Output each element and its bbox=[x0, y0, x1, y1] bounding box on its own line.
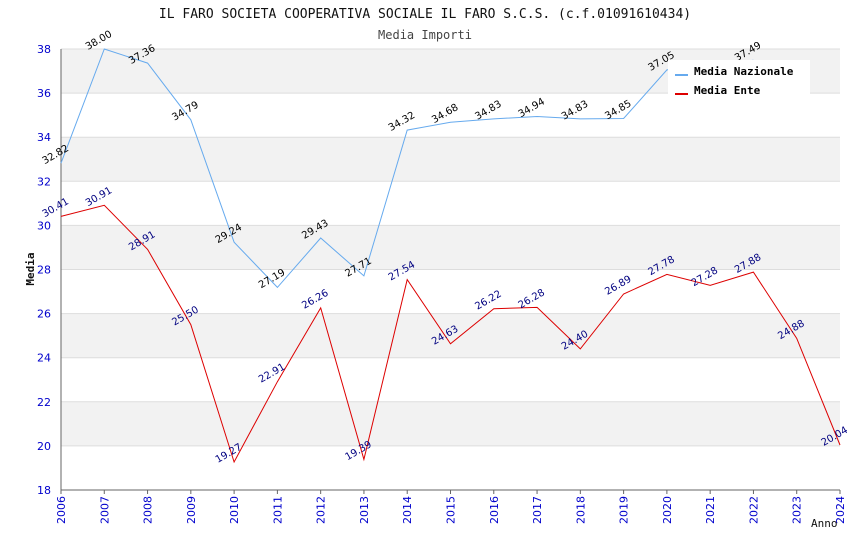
ente-data-label: 30.41 bbox=[41, 196, 71, 220]
x-tick-label: 2023 bbox=[791, 496, 804, 524]
band bbox=[61, 225, 840, 270]
x-tick-label: 2019 bbox=[618, 496, 631, 524]
ente-data-label: 26.26 bbox=[300, 288, 330, 312]
band bbox=[61, 137, 840, 182]
x-tick-label: 2024 bbox=[834, 496, 847, 524]
series-line-media-ente bbox=[60, 204, 841, 464]
y-tick-label: 34 bbox=[37, 131, 51, 144]
gridlines bbox=[61, 48, 840, 491]
x-tick-label: 2022 bbox=[747, 496, 760, 524]
ente-data-label: 30.91 bbox=[84, 185, 114, 209]
x-tick-label: 2020 bbox=[661, 496, 674, 524]
legend-box bbox=[668, 60, 810, 96]
legend: Media Nazionale Media Ente bbox=[668, 60, 810, 97]
x-tick-label: 2018 bbox=[574, 496, 587, 524]
y-tick-label: 38 bbox=[37, 43, 51, 56]
nazionale-data-label: 34.32 bbox=[387, 110, 417, 134]
ente-data-label: 26.89 bbox=[603, 274, 633, 298]
y-tick-label: 22 bbox=[37, 396, 51, 409]
x-tick-label: 2007 bbox=[98, 496, 111, 524]
x-tick-label: 2021 bbox=[704, 496, 717, 524]
y-tick-label: 20 bbox=[37, 440, 51, 453]
legend-label: Media Ente bbox=[694, 84, 761, 97]
background-bands bbox=[61, 49, 840, 446]
x-tick-label: 2014 bbox=[401, 496, 414, 524]
series-line-media-nazionale bbox=[60, 48, 754, 289]
ente-data-label: 22.91 bbox=[257, 362, 287, 386]
x-tick-label: 2016 bbox=[488, 496, 501, 524]
band bbox=[61, 401, 840, 446]
x-tick-label: 2010 bbox=[228, 496, 241, 524]
y-tick-label: 24 bbox=[37, 352, 51, 365]
y-tick-labels: 18 20 22 24 26 28 30 32 34 36 38 bbox=[37, 43, 51, 497]
y-tick-label: 26 bbox=[37, 308, 51, 321]
x-tick-label: 2006 bbox=[55, 496, 68, 524]
x-tick-label: 2008 bbox=[142, 496, 155, 524]
y-tick-label: 30 bbox=[37, 219, 51, 232]
y-tick-label: 32 bbox=[37, 175, 51, 188]
legend-label: Media Nazionale bbox=[694, 65, 794, 78]
chart-title: IL FARO SOCIETA COOPERATIVA SOCIALE IL F… bbox=[159, 7, 691, 22]
x-axis-label: Anno bbox=[811, 517, 838, 530]
x-tick-label: 2012 bbox=[315, 496, 328, 524]
y-tick-label: 18 bbox=[37, 484, 51, 497]
x-tick-labels: 2006 2007 2008 2009 2010 2011 2012 2013 2014 2015… bbox=[55, 496, 847, 524]
x-tick-label: 2011 bbox=[271, 496, 284, 524]
axes bbox=[60, 49, 841, 494]
x-tick-label: 2009 bbox=[185, 496, 198, 524]
nazionale-data-label: 34.79 bbox=[170, 100, 200, 124]
band bbox=[61, 313, 840, 358]
series-lines bbox=[60, 48, 841, 464]
nazionale-data-label: 34.68 bbox=[430, 102, 460, 126]
y-axis-label: Media bbox=[24, 252, 37, 285]
chart-subtitle: Media Importi bbox=[378, 28, 472, 42]
x-tick-label: 2015 bbox=[445, 496, 458, 524]
y-tick-label: 28 bbox=[37, 264, 51, 277]
x-tick-label: 2013 bbox=[358, 496, 371, 524]
y-tick-label: 36 bbox=[37, 87, 51, 100]
x-tick-label: 2017 bbox=[531, 496, 544, 524]
